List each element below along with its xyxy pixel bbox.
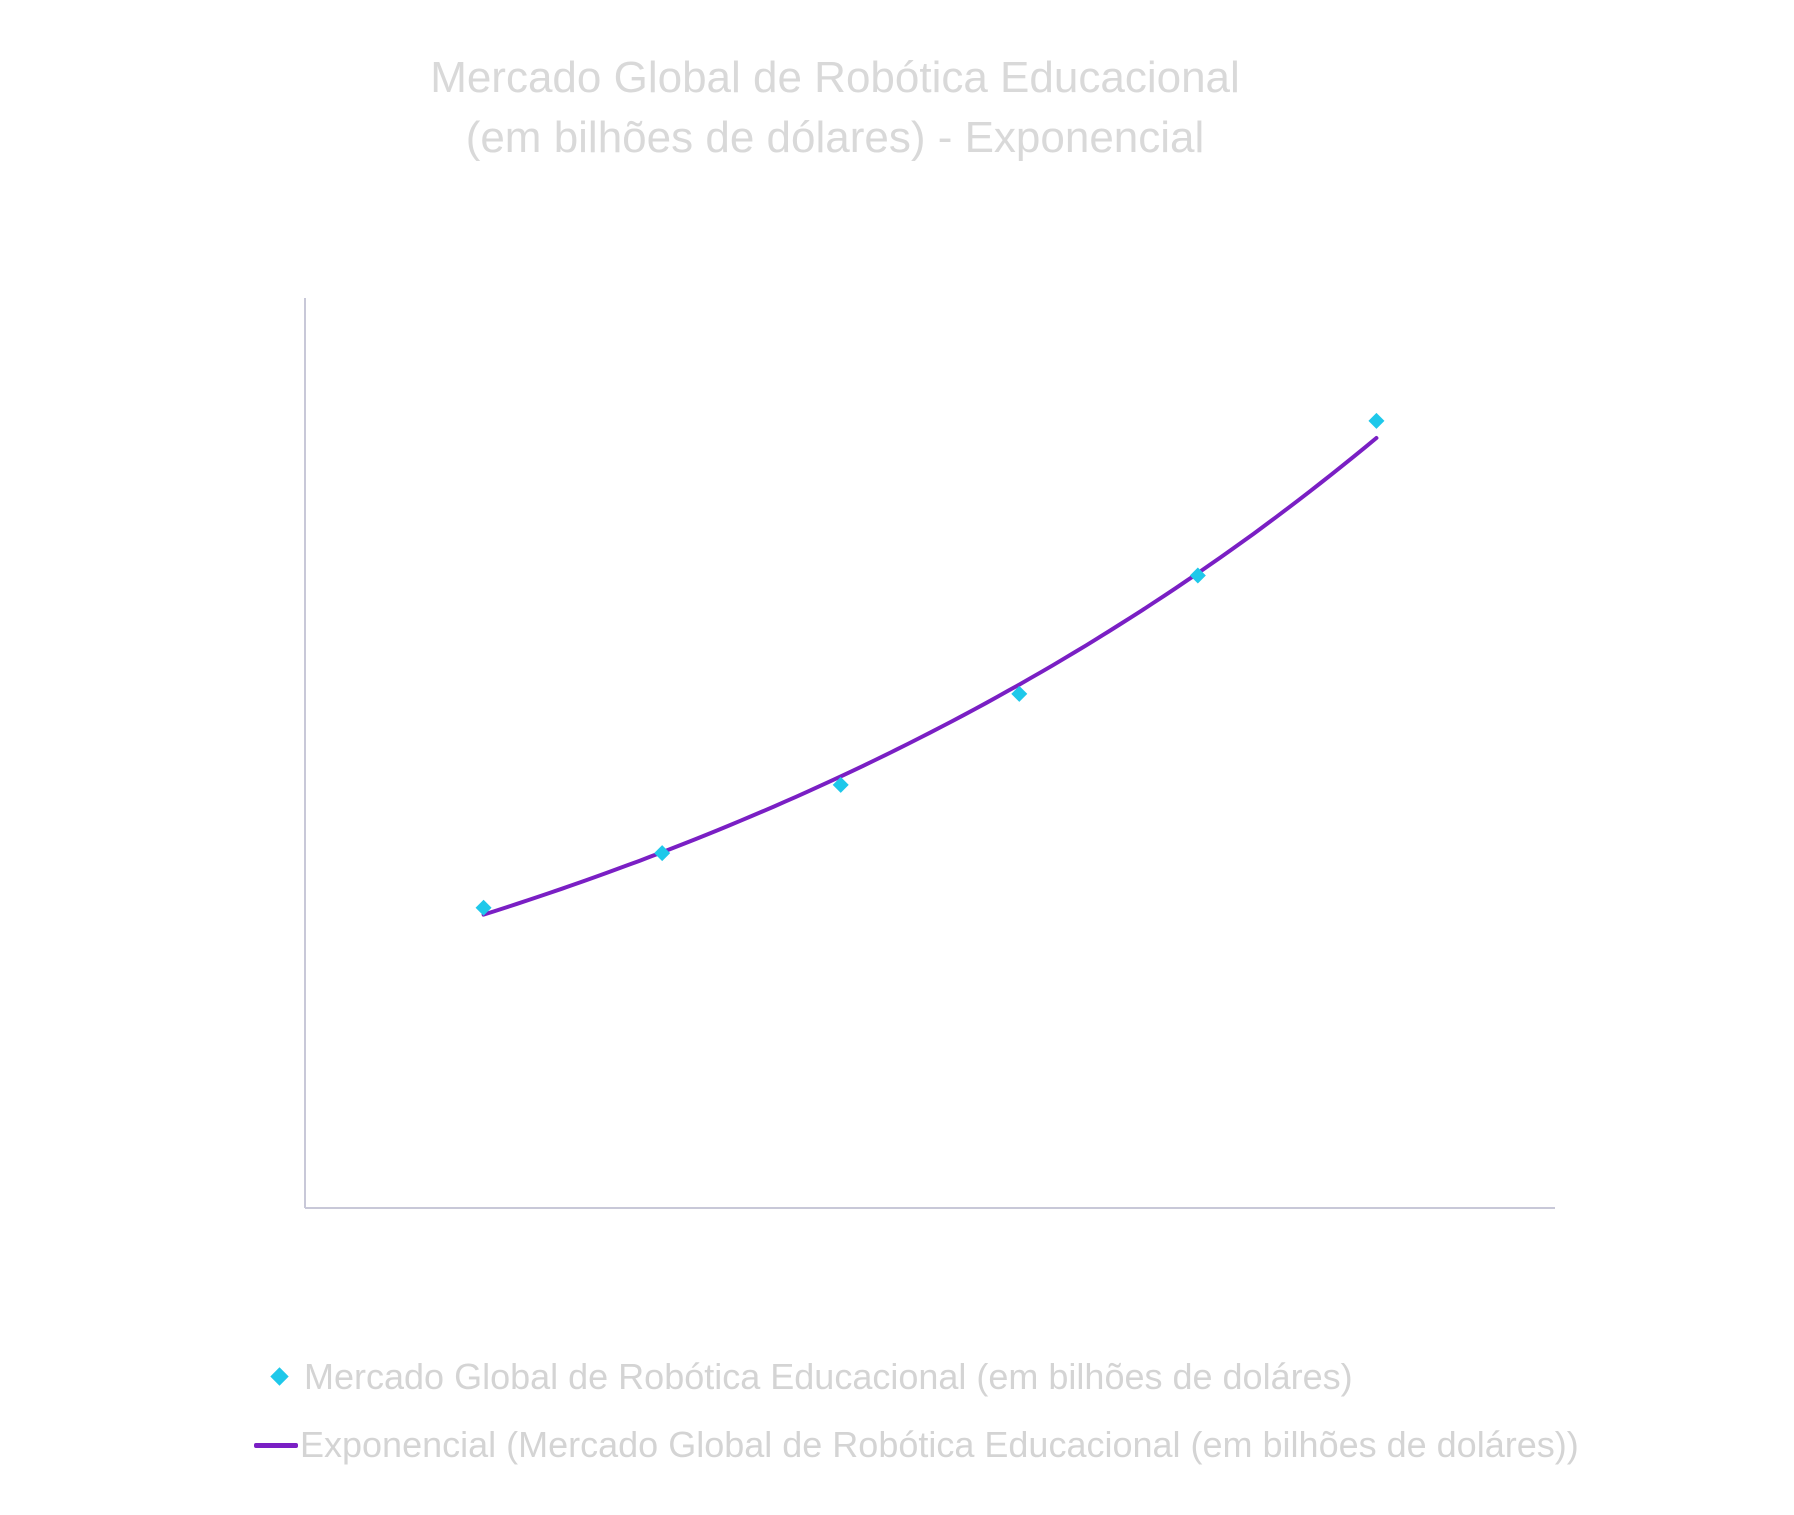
chart-title-line-2: (em bilhões de dólares) - Exponencial <box>465 113 1205 162</box>
data-point-1 <box>475 899 492 916</box>
legend-label-trendline: Exponencial (Mercado Global de Robótica … <box>300 1424 1579 1465</box>
points-layer <box>475 412 1385 916</box>
data-point-5 <box>1189 567 1206 584</box>
legend-item-trendline[interactable]: Exponencial (Mercado Global de Robótica … <box>246 1420 1579 1470</box>
legend-label-scatter: Mercado Global de Robótica Educacional (… <box>304 1356 1353 1397</box>
data-point-4 <box>1011 685 1028 702</box>
data-point-2 <box>654 845 671 862</box>
exponential-trendline <box>481 436 1379 917</box>
trendline-layer <box>481 436 1379 917</box>
legend-item-scatter[interactable]: Mercado Global de Robótica Educacional (… <box>250 1352 1353 1402</box>
chart-title-line-1: Mercado Global de Robótica Educacional <box>430 53 1240 102</box>
axes <box>304 298 1555 1209</box>
legend-line-marker <box>246 1420 300 1470</box>
data-point-3 <box>832 776 849 793</box>
data-point-6 <box>1368 412 1385 429</box>
chart-title: Mercado Global de Robótica Educacional (… <box>0 48 1670 168</box>
legend-diamond-marker <box>250 1352 304 1402</box>
